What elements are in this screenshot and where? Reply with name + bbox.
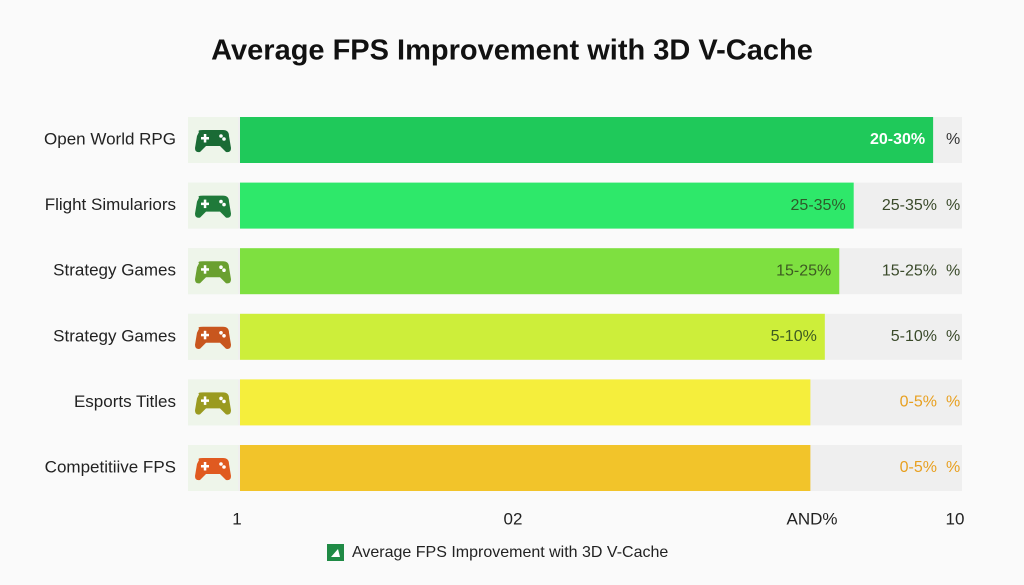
bar bbox=[240, 248, 840, 295]
axis-label: 02 bbox=[504, 509, 523, 528]
inner-label: 25-35% bbox=[791, 197, 846, 214]
bar bbox=[240, 445, 811, 491]
suffix: % bbox=[946, 262, 960, 279]
button bbox=[222, 465, 226, 469]
dpad bbox=[203, 134, 207, 143]
outer-label: 5-10% bbox=[891, 328, 937, 345]
category-label: Esports Titles bbox=[74, 392, 176, 411]
bar bbox=[240, 182, 854, 229]
inner-label: 20-30% bbox=[870, 131, 925, 148]
bar bbox=[240, 313, 825, 360]
suffix: % bbox=[946, 328, 960, 345]
category-icon bbox=[195, 195, 231, 218]
inner-label: 5-10% bbox=[771, 328, 817, 345]
dpad bbox=[203, 199, 207, 209]
button bbox=[222, 399, 226, 404]
category-icon bbox=[195, 326, 231, 349]
category-label: Strategy Games bbox=[53, 261, 176, 280]
suffix: % bbox=[946, 394, 960, 411]
button bbox=[219, 199, 223, 204]
suffix: % bbox=[946, 197, 960, 214]
category-label: Competitiive FPS bbox=[45, 457, 176, 476]
axis-label: 10 bbox=[946, 509, 965, 528]
bar bbox=[240, 379, 811, 426]
dpad bbox=[203, 462, 207, 471]
axis-label: AND% bbox=[786, 509, 837, 528]
bar bbox=[240, 117, 934, 163]
category-icon bbox=[195, 261, 231, 284]
button bbox=[219, 331, 223, 335]
button bbox=[219, 462, 223, 466]
button bbox=[222, 202, 226, 207]
category-icon bbox=[195, 458, 231, 481]
axis-label: 1 bbox=[232, 509, 241, 528]
outer-label: 0-5% bbox=[900, 394, 937, 411]
category-label: Flight Simulariors bbox=[45, 195, 176, 214]
outer-label: 0-5% bbox=[900, 459, 937, 476]
outer-label: 15-25% bbox=[882, 262, 937, 279]
button bbox=[219, 265, 223, 269]
suffix: % bbox=[946, 131, 960, 148]
button bbox=[219, 134, 223, 138]
category-icon bbox=[195, 392, 231, 415]
category-label: Open World RPG bbox=[44, 129, 176, 148]
dpad bbox=[203, 396, 207, 405]
legend-label: Average FPS Improvement with 3D V-Cache bbox=[352, 544, 668, 561]
button bbox=[222, 137, 226, 141]
outer-label: 25-35% bbox=[882, 197, 937, 214]
button bbox=[219, 396, 223, 401]
button bbox=[222, 268, 226, 272]
legend-icon-mark bbox=[331, 549, 340, 557]
category-icon bbox=[195, 130, 231, 153]
dpad bbox=[203, 265, 207, 274]
category-label: Strategy Games bbox=[53, 326, 176, 345]
dpad bbox=[203, 330, 207, 340]
chart-title: Average FPS Improvement with 3D V-Cache bbox=[211, 35, 813, 67]
button bbox=[222, 334, 226, 338]
suffix: % bbox=[946, 459, 960, 476]
inner-label: 15-25% bbox=[776, 262, 831, 279]
